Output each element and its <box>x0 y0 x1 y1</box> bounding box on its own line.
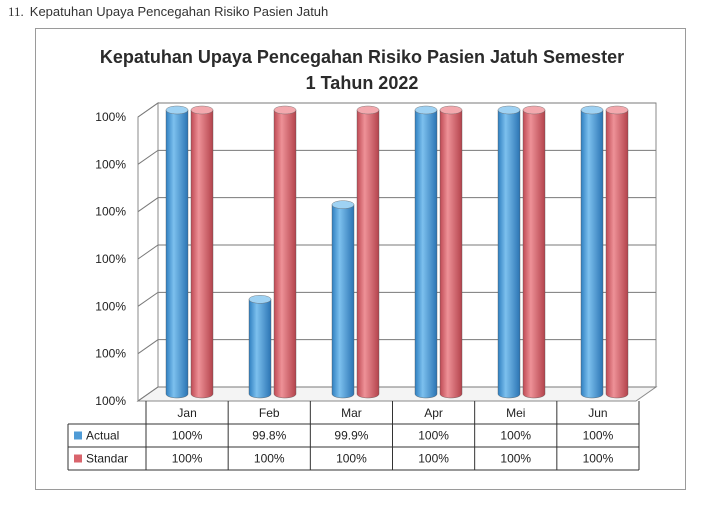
x-tick-label: Feb <box>259 406 280 420</box>
data-label: 100% <box>336 452 367 466</box>
bar-body <box>356 109 380 399</box>
bar-standar-mei <box>522 105 546 399</box>
gridline <box>137 244 656 260</box>
data-label: 100% <box>418 452 449 466</box>
bar-actual-apr <box>414 105 438 399</box>
chart-svg: Kepatuhan Upaya Pencegahan Risiko Pasien… <box>67 47 658 471</box>
gridline <box>137 102 656 118</box>
data-label: 100% <box>254 452 285 466</box>
bar-body <box>248 299 272 399</box>
legend-label-actual: Actual <box>86 429 119 443</box>
bar-top <box>190 105 214 115</box>
data-label: 100% <box>583 452 614 466</box>
x-tick-label: Jan <box>177 406 196 420</box>
y-tick-label: 100% <box>95 347 126 361</box>
data-label: 99.9% <box>334 429 368 443</box>
gridline <box>137 197 656 213</box>
legend-swatch-standar <box>74 454 82 463</box>
data-label: 99.8% <box>252 429 286 443</box>
bar-top <box>356 105 380 115</box>
data-label: 100% <box>172 429 203 443</box>
bar-body <box>522 109 546 399</box>
data-label: 100% <box>583 429 614 443</box>
bar-actual-jan <box>165 105 189 399</box>
y-tick-label: 100% <box>95 394 126 408</box>
bar-top <box>248 295 272 304</box>
gridline <box>137 149 656 165</box>
bar-actual-mar <box>331 200 355 399</box>
legend-swatch-actual <box>74 431 82 440</box>
chart-title-line1: Kepatuhan Upaya Pencegahan Risiko Pasien… <box>100 47 624 67</box>
x-tick-label: Jun <box>588 406 607 420</box>
bar-body <box>414 109 438 399</box>
bar-body <box>580 109 604 399</box>
bar-top <box>497 105 521 115</box>
floor <box>136 386 658 402</box>
chart-frame: Kepatuhan Upaya Pencegahan Risiko Pasien… <box>35 28 686 490</box>
y-tick-label: 100% <box>95 299 126 313</box>
bar-body <box>273 109 297 399</box>
bar-body <box>439 109 463 399</box>
y-tick-label: 100% <box>95 157 126 171</box>
data-label: 100% <box>500 429 531 443</box>
legend-label-standar: Standar <box>86 452 128 466</box>
bar-top <box>414 105 438 115</box>
bar-top <box>580 105 604 115</box>
bar-top <box>605 105 629 115</box>
x-tick-label: Apr <box>424 406 443 420</box>
bar-top <box>439 105 463 115</box>
bar-actual-jun <box>580 105 604 399</box>
bar-standar-jan <box>190 105 214 399</box>
bar-body <box>605 109 629 399</box>
bar-top <box>165 105 189 115</box>
bar-actual-feb <box>248 295 272 399</box>
bar-standar-apr <box>439 105 463 399</box>
bar-top <box>522 105 546 115</box>
bar-standar-feb <box>273 105 297 399</box>
bar-standar-jun <box>605 105 629 399</box>
bar-standar-mar <box>356 105 380 399</box>
gridline <box>137 386 656 402</box>
bar-top <box>331 200 355 209</box>
data-label: 100% <box>418 429 449 443</box>
section-title: Kepatuhan Upaya Pencegahan Risiko Pasien… <box>29 4 329 19</box>
bar-body <box>165 109 189 399</box>
bar-body <box>497 109 521 399</box>
data-label: 100% <box>500 452 531 466</box>
bar-body <box>190 109 214 399</box>
x-tick-label: Mei <box>506 406 525 420</box>
bar-actual-mei <box>497 105 521 399</box>
chart-title-line2: 1 Tahun 2022 <box>306 73 419 93</box>
y-tick-label: 100% <box>95 110 126 124</box>
section-heading: 11. Kepatuhan Upaya Pencegahan Risiko Pas… <box>8 4 328 20</box>
y-tick-label: 100% <box>95 205 126 219</box>
gridline <box>137 291 656 307</box>
bar-body <box>331 204 355 399</box>
data-table: Jan Feb Mar Apr Mei Jun Actual 100% 99.8% 99.9% 10… <box>67 401 640 471</box>
y-tick-label: 100% <box>95 252 126 266</box>
plot-area: 100% 100% 100% 100% 100% 100% 100% <box>95 102 658 408</box>
gridline <box>137 339 656 355</box>
bar-top <box>273 105 297 115</box>
x-tick-label: Mar <box>341 406 362 420</box>
section-number: 11. <box>8 4 24 19</box>
data-label: 100% <box>172 452 203 466</box>
